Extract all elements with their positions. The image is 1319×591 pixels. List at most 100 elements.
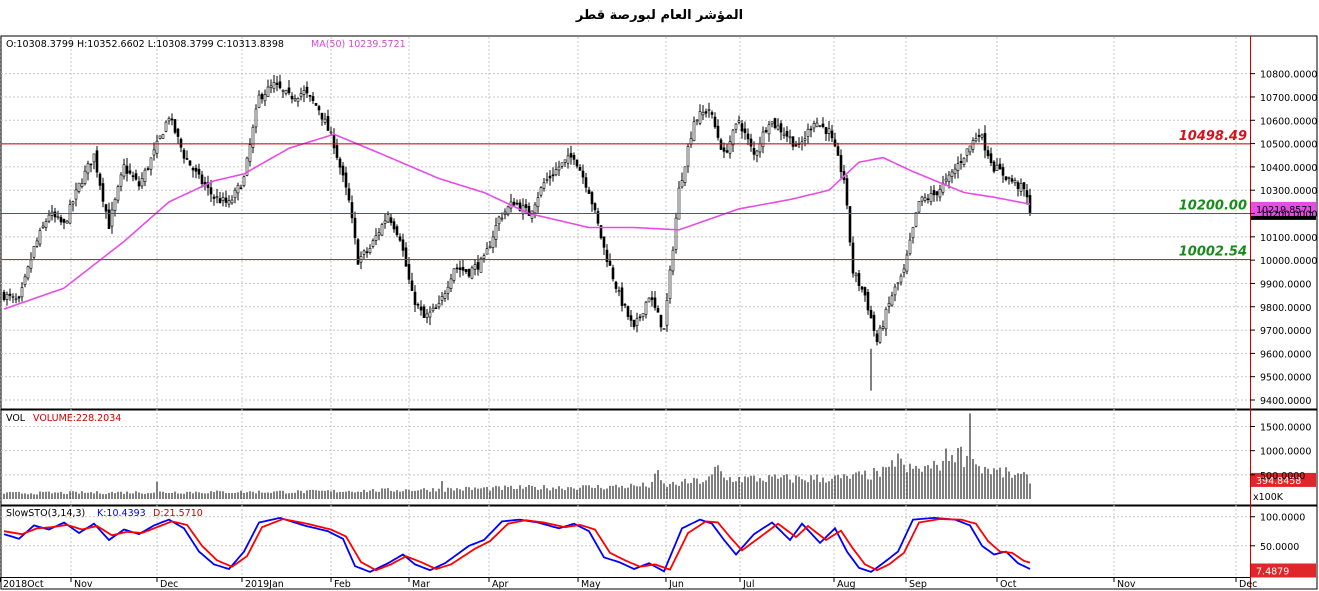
candle-body (467, 269, 471, 277)
candle-body (890, 295, 894, 306)
candle-body (569, 153, 573, 158)
candle-body (836, 146, 840, 156)
candle-body (1001, 167, 1005, 176)
candle-body (575, 159, 579, 167)
candle-body (686, 146, 690, 167)
candle-body (299, 93, 303, 97)
candle-body (1004, 176, 1008, 180)
candle-body (833, 139, 837, 147)
ma-readout: MA(50) 10239.5721 (311, 39, 406, 50)
candle-body (218, 198, 222, 204)
price-tick-label: 10800.0000 (1260, 70, 1317, 81)
candle-body (368, 248, 372, 253)
candle-body (185, 158, 189, 160)
candle-body (104, 204, 108, 212)
price-tick-label: 10500.0000 (1260, 140, 1317, 151)
candle-body (674, 217, 678, 250)
candle-body (551, 174, 555, 177)
candle-body (11, 296, 15, 298)
candle-body (755, 150, 759, 156)
gridlines (0, 37, 1250, 577)
candle-body (488, 246, 492, 249)
candle-body (821, 123, 825, 127)
candle-body (107, 209, 111, 229)
candle-body (815, 122, 819, 128)
candle-body (248, 144, 252, 162)
candle-body (473, 264, 477, 270)
candle-body (857, 273, 861, 286)
candle-body (917, 201, 921, 213)
candle-body (956, 163, 960, 171)
candle-body (428, 311, 432, 318)
volume-tick-label: 1000.0000 (1260, 447, 1311, 458)
candle-body (353, 217, 357, 239)
candle-body (506, 206, 510, 216)
candle-body (671, 249, 675, 272)
candle-body (191, 167, 195, 171)
candle-body (995, 164, 999, 171)
candle-body (407, 264, 411, 280)
candle-body (554, 169, 558, 176)
candle-body (290, 95, 294, 100)
candle-body (167, 118, 171, 122)
candle-body (170, 118, 174, 121)
candle-body (179, 138, 183, 148)
candle-body (425, 313, 429, 318)
candle-body (962, 157, 966, 165)
candle-body (209, 187, 213, 195)
candle-body (71, 201, 75, 205)
candle-body (668, 269, 672, 299)
candle-body (5, 294, 9, 300)
candle-body (440, 296, 444, 301)
candle-body (230, 199, 234, 204)
stochastic-tick-label: 50.0000 (1260, 542, 1299, 553)
candle-body (770, 121, 774, 125)
candle-body (869, 310, 873, 319)
price-tick-label: 10000.0000 (1260, 256, 1317, 267)
candle-body (1025, 190, 1029, 198)
candle-body (35, 240, 39, 247)
candle-body (647, 297, 651, 303)
stochastic-d-readout: D:21.5710 (153, 508, 203, 519)
candle-body (431, 307, 435, 312)
candle-body (953, 168, 957, 174)
volume-tick-label: 500.0000 (1260, 471, 1305, 482)
candle-body (287, 87, 291, 94)
candle-body (968, 145, 972, 153)
candle-body (629, 315, 633, 321)
candle-body (371, 240, 375, 247)
candle-body (227, 200, 231, 205)
candle-body (212, 196, 216, 199)
candle-body (638, 316, 642, 319)
candle-body (692, 121, 696, 141)
candle-body (494, 225, 498, 240)
candle-body (1019, 183, 1023, 192)
level-label: 10498.49 (1179, 129, 1247, 144)
candle-body (437, 303, 441, 308)
candle-body (92, 153, 96, 163)
candle-body (971, 140, 975, 150)
candle-body (548, 175, 552, 179)
candle-body (146, 168, 150, 170)
candle-body (602, 236, 606, 248)
candle-body (452, 268, 456, 281)
candle-body (752, 148, 756, 155)
candle-body (1016, 182, 1020, 189)
candle-body (935, 191, 939, 196)
candle-body (593, 203, 597, 211)
candle-body (26, 266, 30, 279)
candle-body (578, 167, 582, 171)
candle-body (818, 125, 822, 127)
price-tick-label: 9800.0000 (1260, 303, 1311, 314)
candle-body (443, 293, 447, 299)
candle-body (449, 278, 453, 289)
ohlc-readout: O:10308.3799 H:10352.6602 L:10308.3799 C… (6, 39, 284, 50)
candle-body (767, 124, 771, 135)
month-label: Nov (74, 579, 93, 590)
candle-body (188, 160, 192, 166)
candle-body (527, 206, 531, 216)
candle-body (854, 273, 858, 277)
candle-body (734, 123, 738, 130)
candle-body (344, 172, 348, 188)
candle-body (872, 314, 876, 331)
